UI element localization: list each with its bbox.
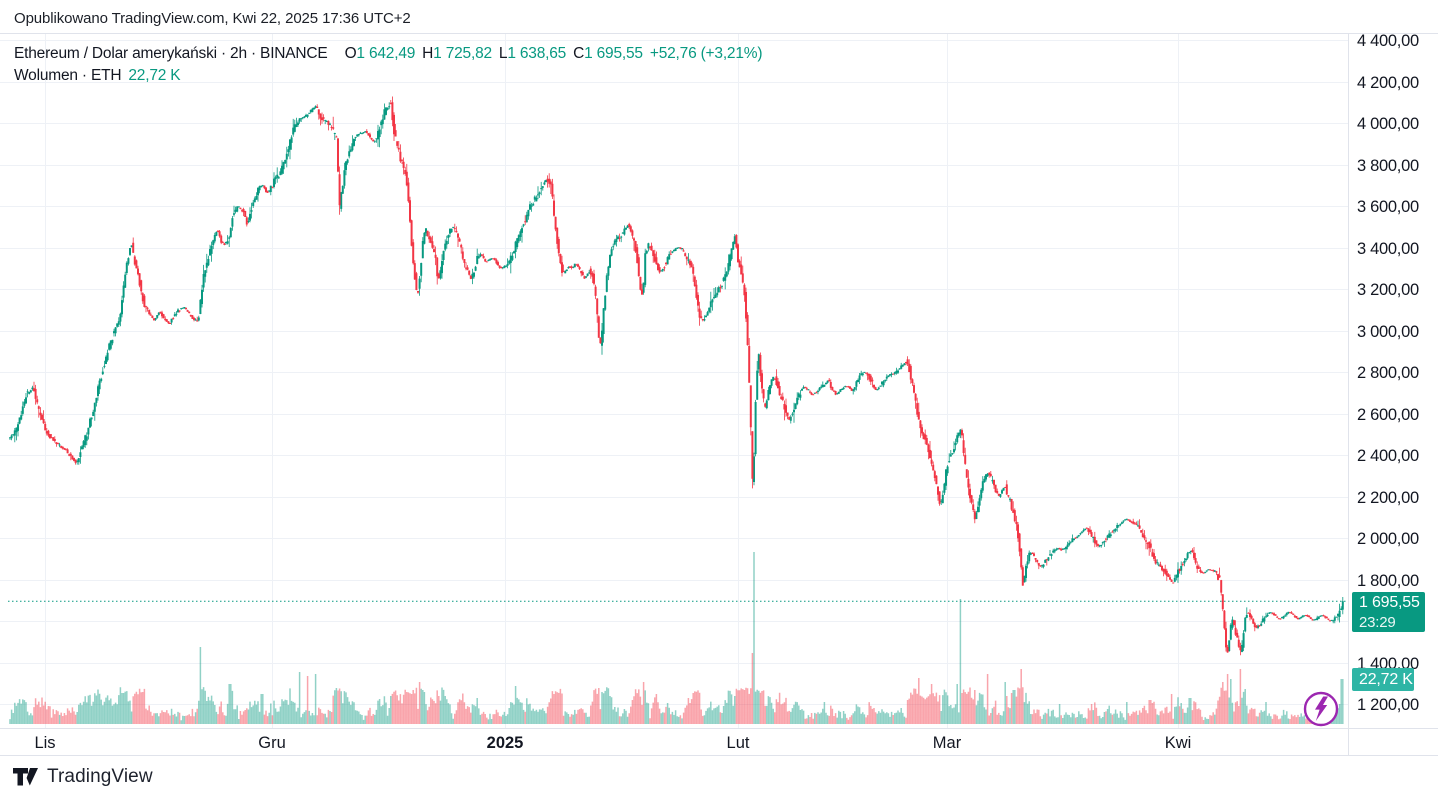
svg-text:3 600,00: 3 600,00 bbox=[1357, 198, 1419, 216]
volume-value-badge: 22,72 K bbox=[1352, 668, 1414, 691]
svg-text:2 800,00: 2 800,00 bbox=[1357, 364, 1419, 382]
low-value: 1 638,65 bbox=[507, 45, 567, 62]
pane-borders bbox=[0, 33, 1438, 756]
svg-text:2 400,00: 2 400,00 bbox=[1357, 447, 1419, 465]
svg-text:3 400,00: 3 400,00 bbox=[1357, 240, 1419, 258]
svg-text:2 000,00: 2 000,00 bbox=[1357, 530, 1419, 548]
lightning-icon bbox=[1303, 691, 1339, 727]
high-value: 1 725,82 bbox=[433, 45, 492, 62]
svg-text:1 800,00: 1 800,00 bbox=[1357, 572, 1419, 590]
price-axis-labels[interactable]: 4 400,00 4 200,00 4 000,00 3 800,00 3 600,00… bbox=[1357, 32, 1419, 714]
publish-flash-button[interactable] bbox=[1302, 690, 1340, 728]
volume-current-value: 22,72 K bbox=[128, 67, 181, 84]
svg-text:4 400,00: 4 400,00 bbox=[1357, 32, 1419, 50]
time-axis-labels[interactable]: Lis Gru 2025 Lut Mar Kwi bbox=[34, 734, 1191, 752]
publish-info: Opublikowano TradingView.com, Kwi 22, 20… bbox=[14, 10, 411, 27]
svg-text:2 200,00: 2 200,00 bbox=[1357, 489, 1419, 507]
tradingview-logo-text: TradingView bbox=[47, 766, 153, 787]
chart-legend-row[interactable]: Ethereum / Dolar amerykański · 2h · BINA… bbox=[14, 45, 763, 63]
close-value: 1 695,55 bbox=[584, 45, 643, 62]
svg-text:1 200,00: 1 200,00 bbox=[1357, 696, 1419, 714]
bar-countdown: 23:29 bbox=[1359, 614, 1396, 631]
grid-lines bbox=[0, 33, 1348, 728]
candles-layer bbox=[9, 96, 1344, 656]
close-label: C bbox=[573, 45, 585, 62]
last-price-badge: 1 695,55 23:29 bbox=[1352, 592, 1425, 632]
volume-title: Wolumen · ETH bbox=[14, 67, 122, 84]
tradingview-logo[interactable]: TradingView bbox=[13, 764, 153, 790]
svg-text:4 200,00: 4 200,00 bbox=[1357, 74, 1419, 92]
svg-text:2 600,00: 2 600,00 bbox=[1357, 406, 1419, 424]
svg-text:4 000,00: 4 000,00 bbox=[1357, 115, 1419, 133]
change-value: +52,76 (+3,21%) bbox=[649, 45, 763, 62]
svg-text:Lis: Lis bbox=[34, 734, 55, 752]
svg-text:3 200,00: 3 200,00 bbox=[1357, 281, 1419, 299]
last-price-value: 1 695,55 bbox=[1359, 594, 1420, 611]
symbol-title[interactable]: Ethereum / Dolar amerykański · 2h · BINA… bbox=[14, 45, 328, 62]
svg-text:Lut: Lut bbox=[727, 734, 750, 752]
high-label: H bbox=[422, 45, 434, 62]
svg-text:Gru: Gru bbox=[258, 734, 286, 752]
open-label: O bbox=[344, 45, 357, 62]
svg-text:Mar: Mar bbox=[933, 734, 962, 752]
svg-text:3 000,00: 3 000,00 bbox=[1357, 323, 1419, 341]
svg-text:Kwi: Kwi bbox=[1165, 734, 1192, 752]
open-value: 1 642,49 bbox=[356, 45, 416, 62]
low-label: L bbox=[498, 45, 508, 62]
volume-bars bbox=[9, 552, 1344, 724]
svg-text:2025: 2025 bbox=[487, 734, 524, 752]
tradingview-logo-icon bbox=[13, 768, 38, 786]
volume-legend-row[interactable]: Wolumen · ETH 22,72 K bbox=[14, 67, 181, 85]
svg-text:3 800,00: 3 800,00 bbox=[1357, 157, 1419, 175]
